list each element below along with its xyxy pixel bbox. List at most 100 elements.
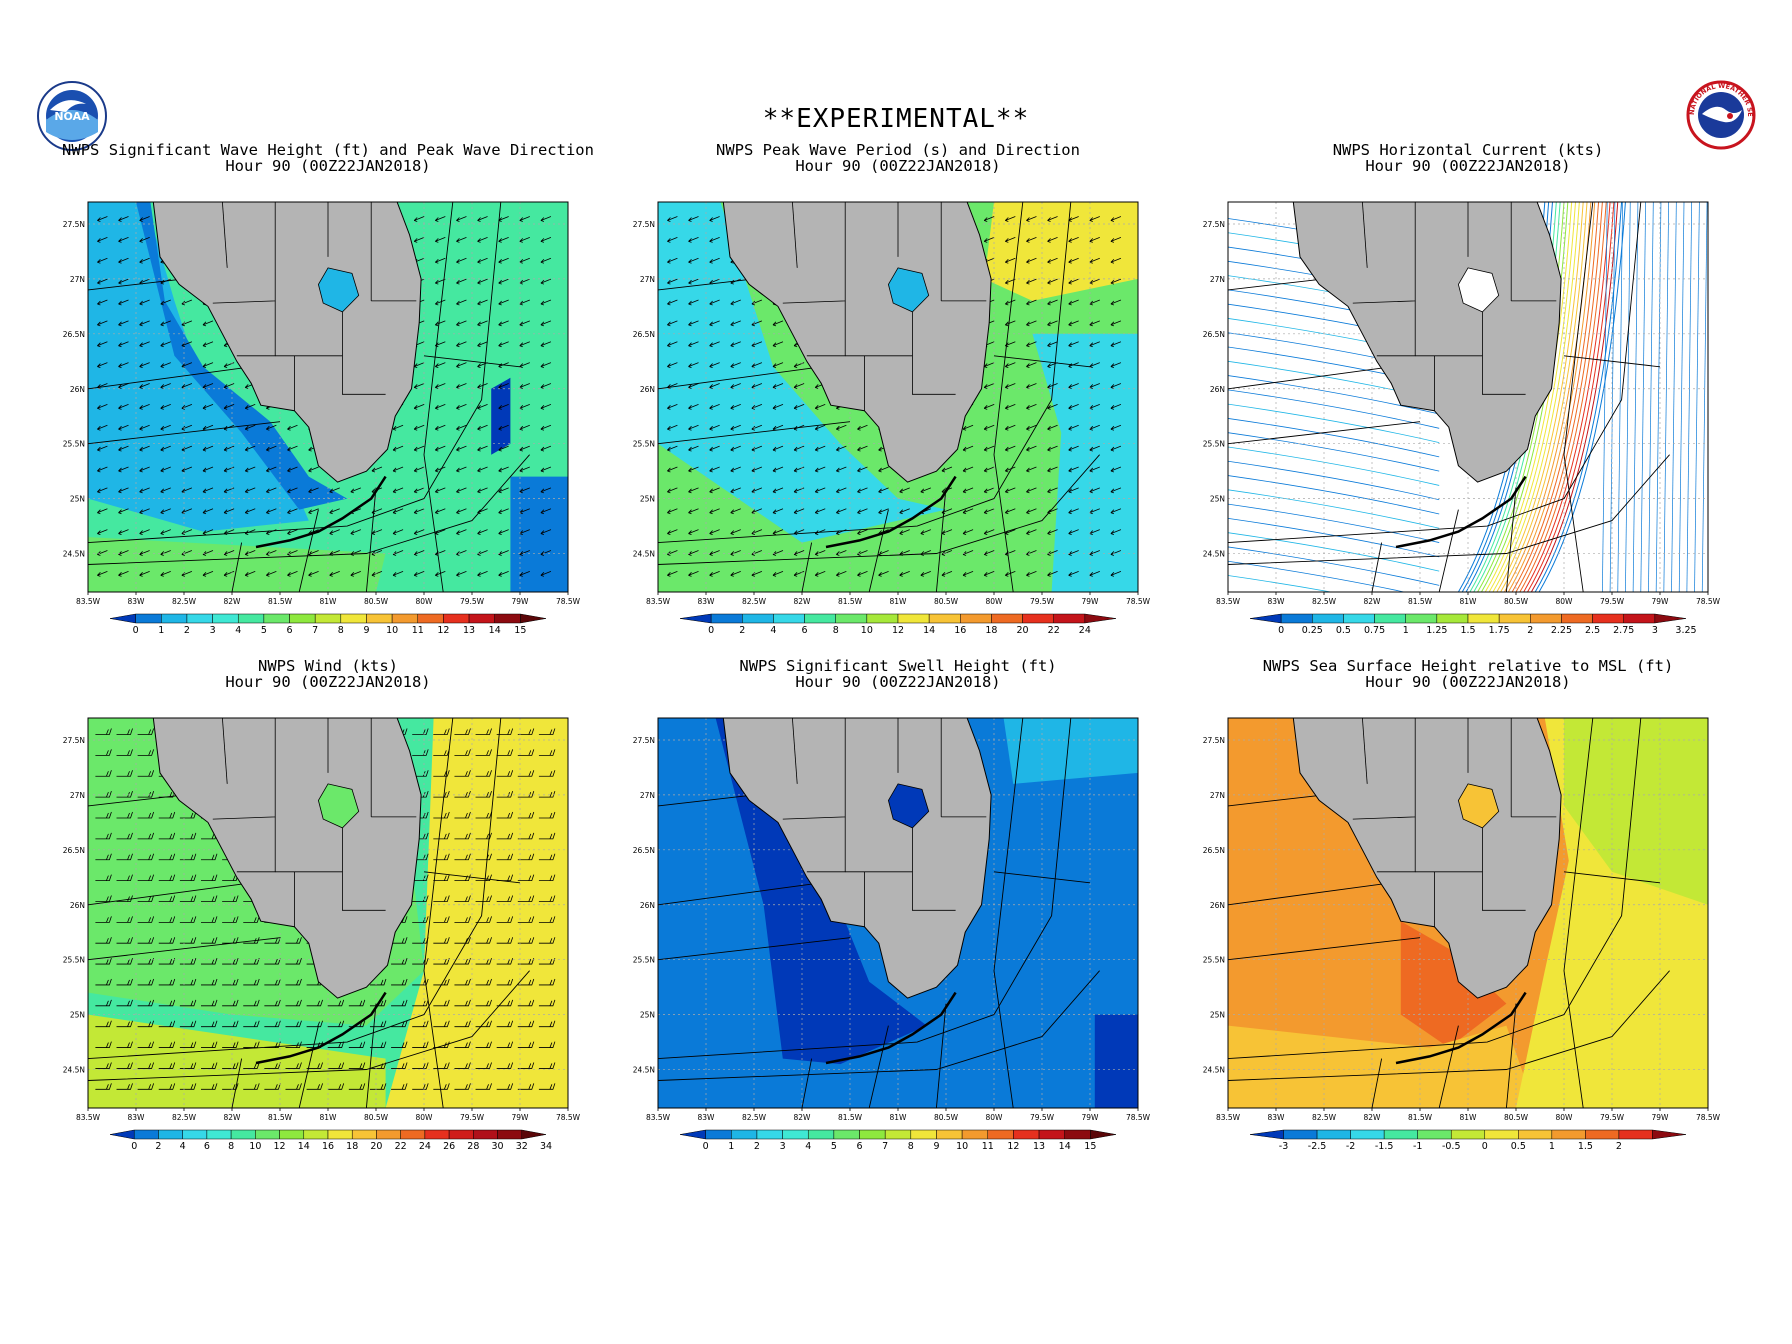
lat-tick-label: 25.5N <box>633 440 655 449</box>
direction-arrow <box>477 236 488 242</box>
arrow-head <box>836 509 840 515</box>
direction-arrow <box>688 341 699 347</box>
lon-tick-label: 81.5W <box>1408 1113 1433 1122</box>
arrow-head <box>983 446 988 452</box>
marine-zone-line <box>88 937 281 961</box>
arrow-head <box>983 551 988 556</box>
arrow-head <box>350 488 355 494</box>
current-streamline <box>1228 560 1407 592</box>
panel-title: NWPS Significant Wave Height (ft) and Pe… <box>48 142 608 174</box>
marine-zone-line <box>1228 421 1421 445</box>
arrow-head <box>1089 467 1094 473</box>
lon-tick-label: 80.5W <box>934 597 959 606</box>
arrow-head <box>1047 363 1051 368</box>
direction-arrow <box>202 570 214 576</box>
colorbar-label: 0 <box>708 625 714 636</box>
direction-arrow <box>1005 445 1016 451</box>
direction-arrow <box>1110 320 1122 326</box>
direction-arrow <box>688 403 699 409</box>
arrow-head <box>688 509 692 515</box>
arrow-head <box>456 551 460 556</box>
wind-barb <box>496 1083 514 1090</box>
wind-barb <box>433 895 450 902</box>
direction-arrow <box>350 487 361 493</box>
panel-title: NWPS Significant Swell Height (ft) Hour 9… <box>618 658 1178 690</box>
arrow-head <box>413 217 418 222</box>
wind-barb <box>433 874 450 881</box>
direction-arrow <box>1047 445 1058 451</box>
arrow-head <box>118 488 122 494</box>
wind-barb <box>348 999 366 1007</box>
wind-barb <box>475 832 492 840</box>
colorbar-label: 1.5 <box>1578 1141 1593 1152</box>
colorbar-label: 2 <box>155 1141 161 1152</box>
direction-arrow <box>540 529 552 534</box>
arrow-head <box>730 488 735 494</box>
arrow-head <box>308 509 312 515</box>
lon-tick-label: 80.5W <box>1504 1113 1529 1122</box>
arrow-head <box>413 530 418 535</box>
direction-arrow <box>667 487 678 493</box>
wind-barb <box>158 874 176 881</box>
wind-barb <box>454 749 471 756</box>
arrow-head <box>477 363 481 368</box>
wind-barb <box>496 749 514 756</box>
panel-title-line2: Hour 90 (00Z22JAN2018) <box>795 157 1001 175</box>
direction-arrow <box>97 403 108 409</box>
panel-title-line2: Hour 90 (00Z22JAN2018) <box>225 673 431 691</box>
marine-zone-line <box>1228 937 1421 961</box>
arrow-head <box>202 467 207 473</box>
direction-arrow <box>97 320 108 326</box>
arrow-head <box>1047 217 1051 222</box>
direction-arrow <box>392 570 404 576</box>
arrow-head <box>1110 467 1115 473</box>
colorbar-swatch <box>960 613 992 624</box>
colorbar-label: 0.5 <box>1336 625 1351 636</box>
colorbar-label: 14 <box>1059 1141 1071 1152</box>
direction-arrow <box>456 424 467 430</box>
arrow-head <box>688 467 692 473</box>
lon-tick-label: 81W <box>320 597 338 606</box>
arrow-head <box>857 509 861 515</box>
arrow-head <box>392 488 397 494</box>
wind-barb <box>264 1083 281 1090</box>
direction-arrow <box>920 570 931 576</box>
direction-arrow <box>456 257 467 263</box>
arrow-head <box>751 446 756 452</box>
current-streamline <box>1496 202 1584 592</box>
direction-arrow <box>857 466 868 472</box>
arrow-head <box>139 509 143 515</box>
arrow-head <box>329 509 334 515</box>
arrow-head <box>1110 217 1115 222</box>
direction-arrow <box>836 445 847 451</box>
arrow-head <box>1110 488 1115 494</box>
lat-tick-label: 25N <box>1210 495 1225 504</box>
wind-barb <box>264 978 281 986</box>
panel-title: NWPS Horizontal Current (kts) Hour 90 (00… <box>1188 142 1748 174</box>
direction-arrow <box>1089 508 1100 514</box>
colorbar-swatch <box>400 1129 426 1140</box>
lat-tick-label: 25.5N <box>1203 440 1225 449</box>
colorbar-swatch <box>897 613 930 624</box>
colorbar-label: 20 <box>370 1141 382 1152</box>
field-zone <box>88 537 386 592</box>
direction-arrow <box>139 403 150 409</box>
direction-arrow <box>1110 508 1122 514</box>
arrow-head <box>392 425 397 431</box>
arrow-head <box>983 425 988 431</box>
arrow-head <box>498 509 502 515</box>
direction-arrow <box>414 550 425 555</box>
direction-arrow <box>1110 424 1122 430</box>
direction-arrow <box>118 341 129 347</box>
arrow-head <box>793 363 798 368</box>
direction-arrow <box>392 424 404 430</box>
wind-barb <box>327 999 345 1007</box>
current-streamline <box>1228 575 1334 592</box>
wind-barb <box>538 1041 556 1048</box>
colorbar-swatch <box>1280 613 1313 624</box>
colorbar-label: 18 <box>985 625 997 636</box>
direction-arrow <box>435 403 446 409</box>
colorbar-swatch <box>1343 613 1375 624</box>
direction-arrow <box>456 341 467 347</box>
wind-barb <box>95 749 112 756</box>
